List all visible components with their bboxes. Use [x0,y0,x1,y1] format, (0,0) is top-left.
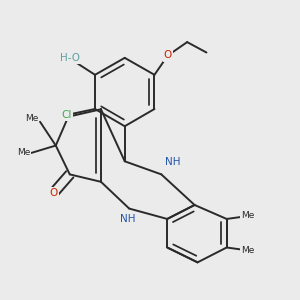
Text: Cl: Cl [61,110,72,120]
Text: Me: Me [242,212,255,220]
Text: O: O [49,188,58,198]
Text: Me: Me [242,246,255,255]
Text: Me: Me [17,148,30,158]
Text: O: O [164,50,172,61]
Text: NH: NH [165,158,180,167]
Text: H-O: H-O [60,53,80,64]
Text: NH: NH [120,214,136,224]
Text: Me: Me [25,114,38,123]
